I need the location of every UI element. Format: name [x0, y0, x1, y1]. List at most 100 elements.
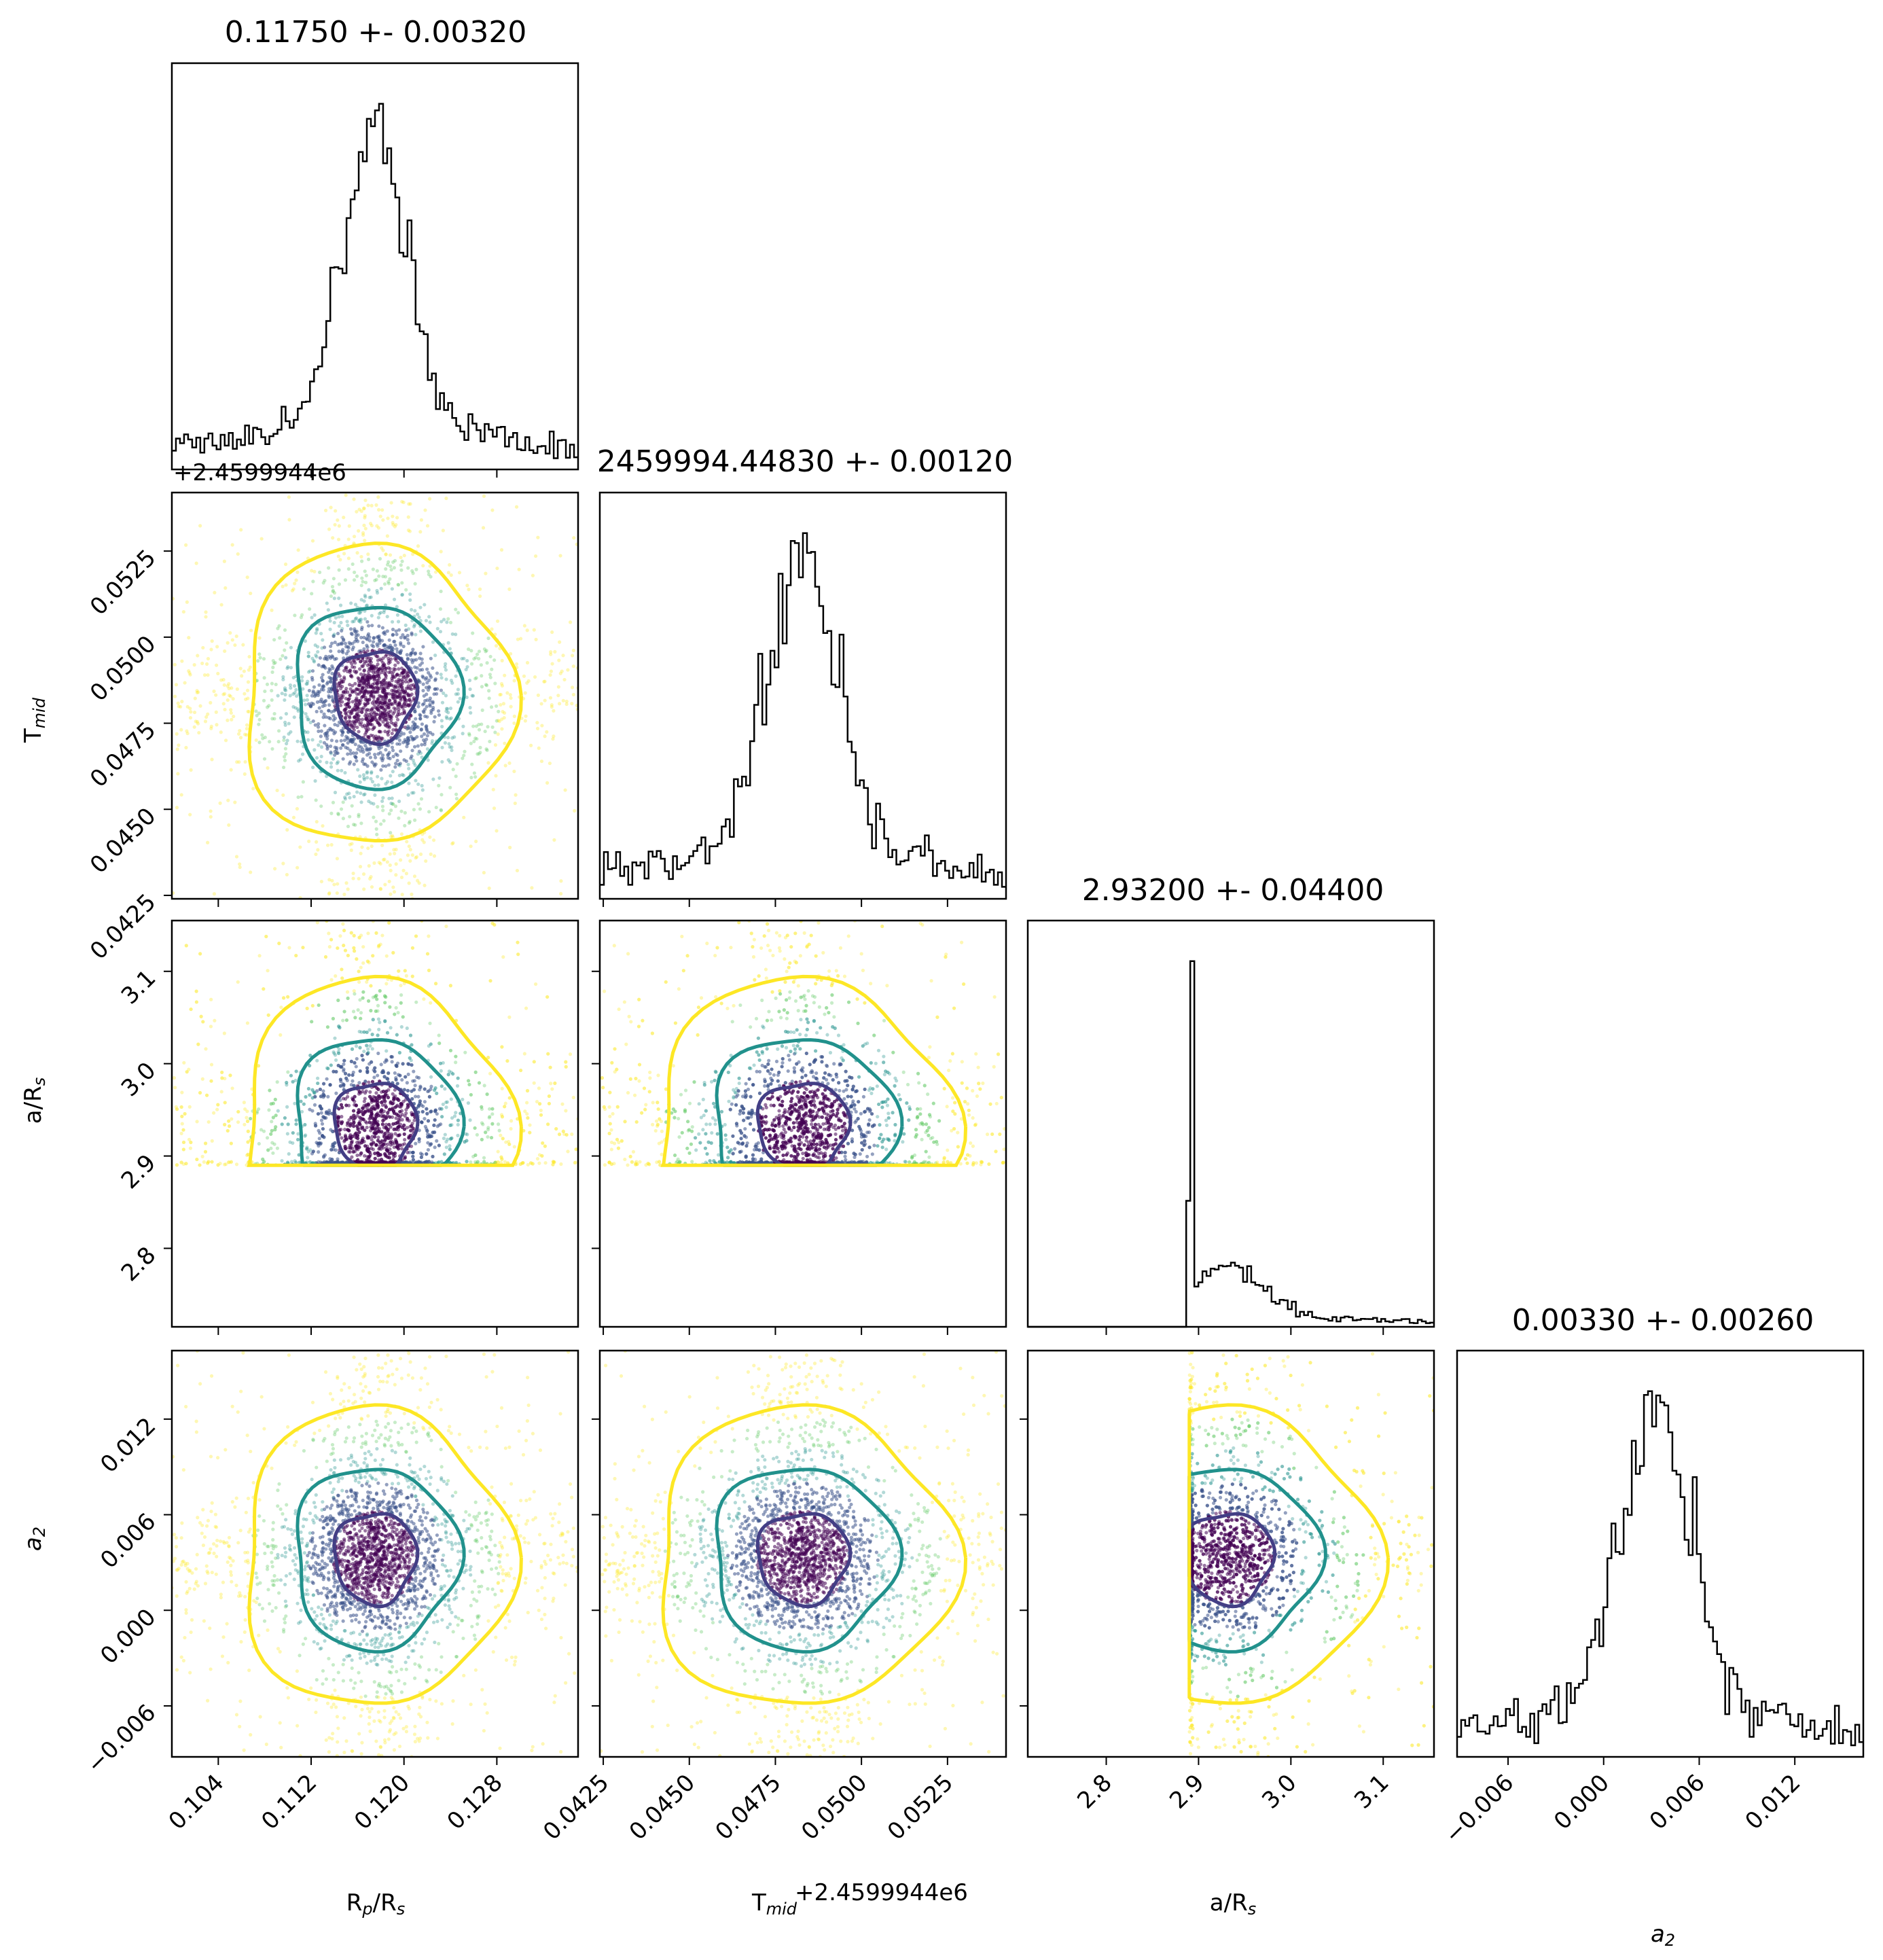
- sample-point: [354, 1103, 358, 1107]
- sample-point: [397, 799, 401, 804]
- sample-point: [539, 1113, 543, 1117]
- sample-point: [345, 620, 349, 624]
- sample-point: [257, 711, 261, 715]
- sample-point: [439, 550, 443, 554]
- sample-point: [233, 643, 237, 647]
- sample-point: [404, 872, 408, 876]
- sample-point: [404, 588, 408, 592]
- sample-point: [389, 1143, 393, 1147]
- sample-point: [480, 674, 484, 678]
- sample-point: [467, 1082, 471, 1087]
- sample-point: [391, 627, 395, 632]
- sample-point: [384, 782, 388, 786]
- sample-point: [347, 1118, 351, 1122]
- xlabel-rp-rs: Rp/Rs: [346, 1889, 405, 1919]
- sample-point: [257, 1141, 261, 1146]
- sample-point: [363, 732, 367, 736]
- sample-point: [525, 681, 529, 685]
- sample-point: [289, 666, 293, 670]
- sample-point: [456, 1133, 460, 1137]
- sample-point: [361, 996, 365, 1000]
- sample-point: [294, 1122, 298, 1126]
- sample-point: [365, 723, 369, 728]
- sample-point: [359, 851, 363, 855]
- sample-point: [509, 1119, 514, 1123]
- sample-point: [196, 1042, 200, 1046]
- sample-point: [366, 846, 370, 851]
- contour-inner: [332, 649, 420, 747]
- sample-point: [409, 1144, 414, 1148]
- sample-point: [432, 1123, 436, 1127]
- sample-point: [413, 651, 418, 655]
- sample-point: [419, 727, 423, 731]
- sample-point: [373, 783, 377, 787]
- sample-point: [359, 800, 363, 804]
- sample-point: [359, 1030, 363, 1034]
- sample-point: [361, 705, 366, 710]
- sample-point: [302, 698, 306, 702]
- sample-point: [450, 736, 454, 740]
- sample-point: [239, 528, 243, 532]
- sample-point: [414, 1000, 418, 1004]
- sample-point: [296, 709, 300, 713]
- sample-point: [305, 698, 309, 702]
- sample-point: [408, 529, 412, 533]
- sample-point: [552, 838, 556, 842]
- hist-panel-0: [171, 62, 579, 478]
- sample-point: [323, 1153, 327, 1157]
- sample-point: [258, 656, 262, 660]
- sample-point: [321, 673, 325, 677]
- sample-point: [415, 666, 419, 670]
- sample-point: [387, 763, 391, 767]
- sample-point: [551, 737, 555, 741]
- sample-point: [318, 1087, 323, 1092]
- sample-point: [365, 1136, 370, 1140]
- sample-point: [270, 608, 274, 612]
- sample-point: [310, 701, 314, 705]
- sample-point: [206, 656, 211, 661]
- sample-point: [365, 1030, 369, 1035]
- sample-point: [507, 1142, 512, 1146]
- sample-point: [545, 995, 550, 999]
- sample-point: [446, 1073, 450, 1077]
- sample-point: [552, 734, 556, 738]
- sample-point: [329, 1063, 333, 1067]
- sample-point: [487, 689, 491, 693]
- sample-point: [243, 1107, 247, 1111]
- sample-point: [507, 1139, 511, 1144]
- sample-point: [395, 1033, 399, 1037]
- sample-point: [342, 669, 346, 673]
- sample-point: [389, 835, 393, 839]
- sample-point: [362, 1049, 366, 1054]
- sample-point: [346, 752, 350, 756]
- sample-point: [346, 1103, 351, 1107]
- sample-point: [189, 768, 193, 772]
- sample-point: [359, 695, 364, 700]
- sample-point: [425, 705, 429, 709]
- sample-point: [428, 620, 432, 624]
- sample-point: [412, 624, 416, 628]
- title-tmid: 2459994.44830 +- 0.00120: [597, 444, 1014, 479]
- sample-point: [454, 1054, 458, 1058]
- sample-point: [531, 573, 535, 577]
- sample-point: [296, 548, 300, 552]
- sample-point: [332, 596, 336, 601]
- sample-point: [387, 796, 391, 800]
- sample-point: [400, 1118, 404, 1122]
- sample-point: [465, 695, 469, 700]
- sample-point: [499, 1155, 503, 1159]
- sample-point: [262, 1160, 266, 1164]
- sample-point: [570, 685, 575, 690]
- sample-point: [390, 1115, 395, 1119]
- sample-point: [351, 1097, 355, 1102]
- sample-point: [228, 631, 232, 635]
- sample-point: [351, 645, 355, 649]
- sample-point: [406, 726, 410, 730]
- sample-point: [382, 994, 387, 998]
- sample-point: [448, 1147, 452, 1152]
- sample-point: [454, 774, 458, 779]
- sample-point: [448, 707, 453, 711]
- sample-point: [329, 761, 334, 765]
- sample-point: [397, 742, 401, 746]
- sample-point: [543, 1161, 548, 1165]
